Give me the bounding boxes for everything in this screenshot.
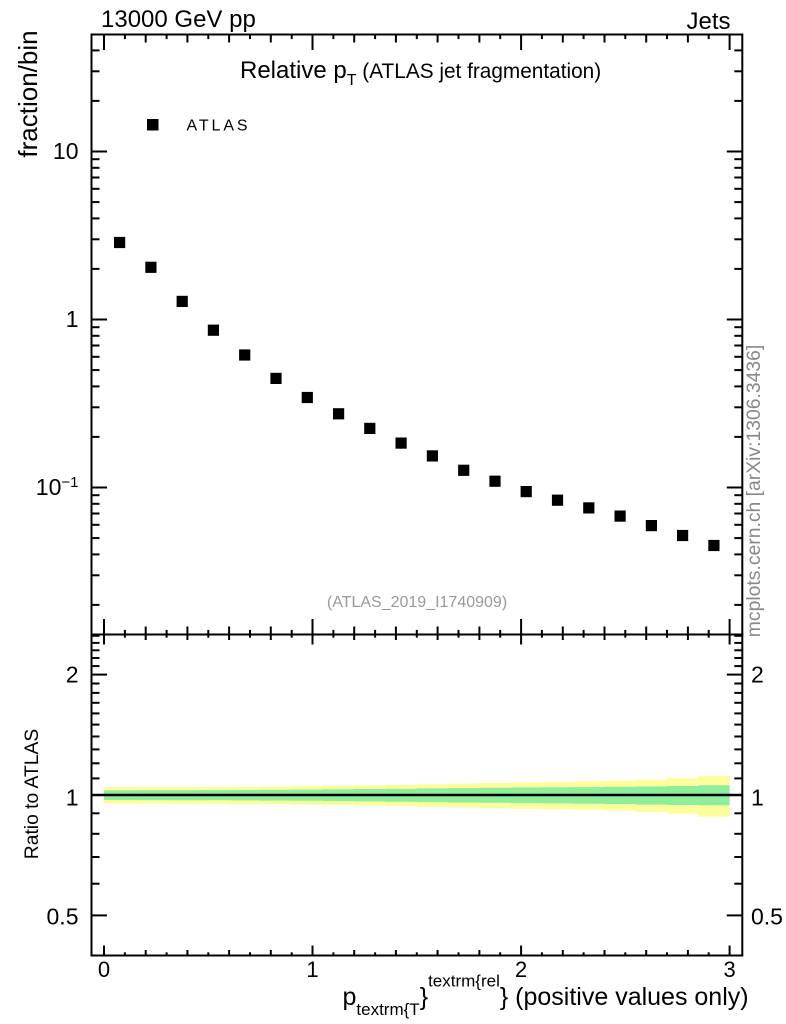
svg-text:0.5: 0.5 [751,903,783,929]
svg-text:0: 0 [98,957,110,982]
svg-text:1: 1 [751,785,764,811]
svg-text:ATLAS: ATLAS [187,117,251,134]
svg-text:2: 2 [515,957,527,982]
svg-text:Jets: Jets [686,8,730,35]
svg-text:mcplots.cern.ch [arXiv:1306.34: mcplots.cern.ch [arXiv:1306.3436] [743,345,765,637]
svg-text:0.5: 0.5 [47,903,79,929]
svg-text:fraction/bin: fraction/bin [13,30,43,157]
svg-text:10: 10 [53,138,79,164]
svg-text:3: 3 [723,957,735,982]
svg-text:2: 2 [66,662,79,688]
svg-text:13000 GeV pp: 13000 GeV pp [101,6,256,33]
svg-text:Ratio to ATLAS: Ratio to ATLAS [22,729,43,859]
svg-text:1: 1 [66,306,79,332]
svg-text:(ATLAS_2019_I1740909): (ATLAS_2019_I1740909) [327,594,507,611]
svg-text:1: 1 [66,785,79,811]
svg-text:1: 1 [306,957,318,982]
svg-text:2: 2 [751,662,764,688]
